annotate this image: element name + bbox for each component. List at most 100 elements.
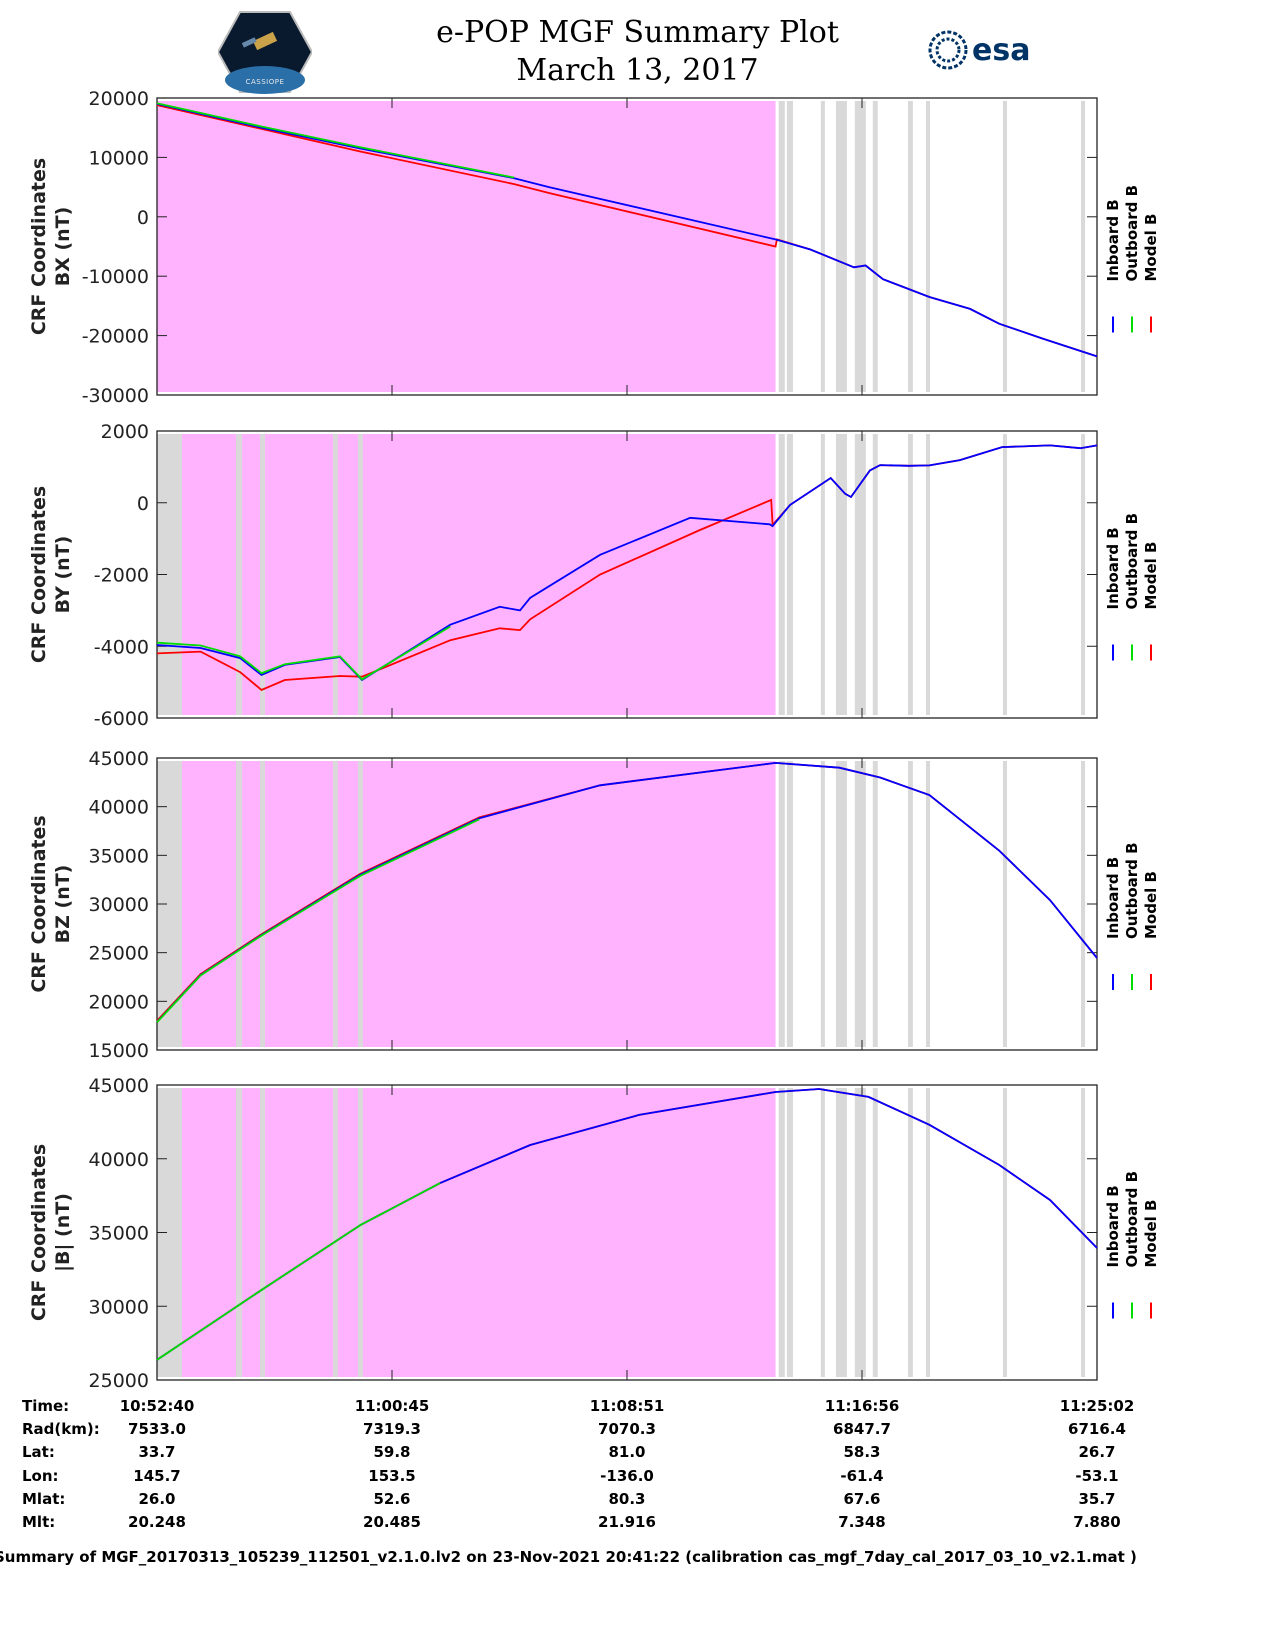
title-date: March 13, 2017 bbox=[516, 53, 759, 88]
y-axis-label: CRF Coordinates BX (nT) bbox=[28, 158, 74, 335]
legend-label: Outboard B bbox=[1123, 185, 1141, 282]
info-row-label: Lat: bbox=[22, 1443, 55, 1461]
info-cell: 7070.3 bbox=[598, 1420, 656, 1438]
data-gap-band bbox=[778, 1088, 785, 1377]
data-gap-band bbox=[786, 434, 793, 715]
legend-label: Inboard B bbox=[1104, 857, 1122, 939]
data-gap-band bbox=[332, 761, 338, 1047]
info-cell: 21.916 bbox=[598, 1513, 656, 1531]
data-gap-band bbox=[872, 434, 878, 715]
y-tick-label: 30000 bbox=[89, 1296, 149, 1318]
science-region bbox=[181, 761, 776, 1047]
y-axis-label-line: CRF Coordinates bbox=[28, 158, 50, 335]
data-gap-band bbox=[778, 434, 785, 715]
data-gap-band bbox=[260, 1088, 266, 1377]
info-cell: 67.6 bbox=[843, 1490, 881, 1508]
data-gap-band bbox=[332, 434, 338, 715]
y-axis-label: CRF Coordinates BZ (nT) bbox=[28, 815, 74, 992]
data-gap-band bbox=[854, 101, 866, 392]
legend-label: Outboard B bbox=[1123, 513, 1141, 610]
data-gap-band bbox=[835, 101, 847, 392]
data-gap-band bbox=[778, 101, 785, 392]
data-gap-band bbox=[872, 1088, 878, 1377]
y-tick-label: 40000 bbox=[89, 1149, 149, 1171]
data-gap-band bbox=[1002, 101, 1007, 392]
data-gap-band bbox=[235, 1088, 243, 1377]
y-tick-label: 15000 bbox=[89, 1040, 149, 1062]
y-tick-label: 0 bbox=[137, 207, 149, 229]
data-gap-band bbox=[820, 761, 825, 1047]
info-cell: 7533.0 bbox=[128, 1420, 186, 1438]
cassiope-logo: CASSIOPE bbox=[216, 10, 314, 94]
info-cell: 11:08:51 bbox=[589, 1397, 665, 1415]
data-gap-band bbox=[786, 761, 793, 1047]
data-gap-band bbox=[835, 761, 847, 1047]
data-gap-band bbox=[925, 434, 931, 715]
y-tick-label: -2000 bbox=[94, 565, 149, 587]
legend-label: Model B bbox=[1142, 214, 1160, 282]
info-cell: 52.6 bbox=[373, 1490, 411, 1508]
info-cell: 58.3 bbox=[843, 1443, 881, 1461]
info-cell: 7.348 bbox=[838, 1513, 886, 1531]
info-cell: -53.1 bbox=[1075, 1467, 1119, 1485]
info-cell: -61.4 bbox=[840, 1467, 884, 1485]
legend-label: Inboard B bbox=[1104, 527, 1122, 609]
data-gap-band bbox=[872, 761, 878, 1047]
data-gap-band bbox=[235, 434, 243, 715]
y-tick-label: 35000 bbox=[89, 845, 149, 867]
data-gap-band bbox=[357, 761, 363, 1047]
data-gap-band bbox=[778, 761, 785, 1047]
data-gap-band bbox=[925, 1088, 931, 1377]
science-region bbox=[157, 101, 776, 392]
info-row-label: Lon: bbox=[22, 1467, 59, 1485]
y-tick-label: -10000 bbox=[82, 266, 149, 288]
series-outboard-b bbox=[156, 625, 451, 681]
science-region bbox=[181, 434, 776, 715]
data-gap-band bbox=[907, 101, 913, 392]
y-tick-label: 20000 bbox=[89, 88, 149, 110]
legend-label: Outboard B bbox=[1123, 842, 1141, 939]
legend-label: Inboard B bbox=[1104, 1185, 1122, 1267]
y-tick-label: -4000 bbox=[94, 636, 149, 658]
info-cell: 35.7 bbox=[1078, 1490, 1116, 1508]
y-axis-label-line: BY (nT) bbox=[52, 536, 74, 614]
info-cell: 26.0 bbox=[138, 1490, 176, 1508]
data-gap-band bbox=[357, 434, 363, 715]
info-cell: 81.0 bbox=[608, 1443, 646, 1461]
data-gap-band bbox=[1081, 101, 1086, 392]
data-gap-band bbox=[820, 101, 825, 392]
science-region bbox=[181, 1088, 776, 1377]
y-axis-label-line: |B| (nT) bbox=[52, 1193, 74, 1272]
data-gap-band bbox=[854, 434, 866, 715]
data-gap-band bbox=[332, 1088, 338, 1377]
title-line-1: e-POP MGF Summary Plot bbox=[436, 15, 839, 50]
info-cell: 10:52:40 bbox=[119, 1397, 195, 1415]
y-tick-label: 25000 bbox=[89, 1370, 149, 1392]
info-cell: 11:00:45 bbox=[354, 1397, 430, 1415]
data-gap-band bbox=[907, 1088, 913, 1377]
panel-4: 45000 40000 35000 30000 25000 CRF Coordinates… bbox=[28, 1075, 1160, 1392]
data-gap-band bbox=[872, 101, 878, 392]
panel-1: 20000 10000 0 -10000 -20000 -30000 CRF Coordin… bbox=[28, 88, 1160, 407]
y-tick-label: 40000 bbox=[89, 797, 149, 819]
data-gap-band bbox=[854, 1088, 866, 1377]
y-axis-label-line: CRF Coordinates bbox=[28, 486, 50, 663]
y-tick-label: 0 bbox=[137, 493, 149, 515]
info-cell: 6716.4 bbox=[1068, 1420, 1126, 1438]
info-cell: 33.7 bbox=[138, 1443, 176, 1461]
y-axis-label-line: BZ (nT) bbox=[52, 865, 74, 944]
info-cell: 6847.7 bbox=[833, 1420, 891, 1438]
cassiope-logo-text: CASSIOPE bbox=[245, 78, 285, 86]
info-cell: 11:16:56 bbox=[824, 1397, 900, 1415]
data-gap-band bbox=[357, 1088, 363, 1377]
esa-swirl-icon bbox=[928, 30, 968, 70]
info-cell: 7.880 bbox=[1073, 1513, 1121, 1531]
y-axis-label: CRF Coordinates |B| (nT) bbox=[28, 1144, 74, 1321]
footer-caption: Summary of MGF_20170313_105239_112501_v2… bbox=[0, 1548, 1137, 1566]
y-axis-label-line: CRF Coordinates bbox=[28, 1144, 50, 1321]
info-cell: 20.485 bbox=[363, 1513, 421, 1531]
data-gap-band bbox=[786, 1088, 793, 1377]
legend-label: Model B bbox=[1142, 1200, 1160, 1268]
cassiope-logo-graphic bbox=[216, 11, 314, 94]
